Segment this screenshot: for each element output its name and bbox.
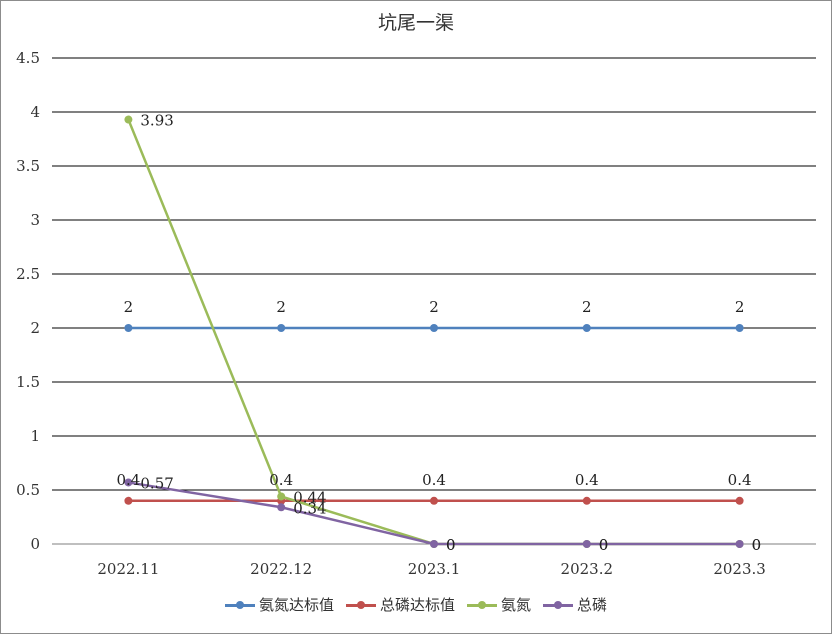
data-point xyxy=(582,324,591,332)
data-label: 0.44 xyxy=(293,488,326,506)
data-label: 2 xyxy=(124,298,134,316)
data-point xyxy=(124,478,133,487)
y-tick-label: 0 xyxy=(30,535,40,553)
legend-marker xyxy=(467,599,497,611)
legend-label: 氨氮 xyxy=(501,596,532,614)
data-label: 2 xyxy=(582,298,592,316)
data-point xyxy=(430,540,438,548)
x-tick-label: 2022.11 xyxy=(97,560,159,578)
legend-label: 总磷达标值 xyxy=(379,596,455,614)
x-tick-label: 2023.3 xyxy=(713,560,766,578)
y-tick-label: 4.5 xyxy=(16,49,40,67)
data-point xyxy=(124,115,133,124)
data-point xyxy=(582,496,591,505)
data-label: 0.4 xyxy=(575,471,599,489)
y-tick-label: 3.5 xyxy=(16,157,40,175)
y-tick-label: 4 xyxy=(30,103,40,121)
data-label: 0.34 xyxy=(293,499,326,517)
y-tick-label: 2.5 xyxy=(16,265,40,283)
data-point xyxy=(124,324,133,332)
data-point xyxy=(430,496,438,505)
data-label: 0.4 xyxy=(728,471,752,489)
data-point xyxy=(735,540,744,548)
legend-item: 总磷达标值 xyxy=(345,594,455,615)
data-point xyxy=(277,503,286,512)
data-point xyxy=(735,324,744,332)
data-label: 0 xyxy=(446,536,456,554)
legend-marker xyxy=(224,599,255,611)
data-point xyxy=(277,492,286,501)
data-label: 3.93 xyxy=(140,112,173,130)
series-line-4 xyxy=(128,481,740,546)
data-label: 2 xyxy=(429,298,439,316)
data-point xyxy=(124,496,133,505)
data-point xyxy=(277,324,286,332)
legend-marker xyxy=(345,599,376,611)
legend-label: 总磷 xyxy=(577,596,608,614)
data-label: 0 xyxy=(599,536,609,554)
data-label: 0.4 xyxy=(116,471,140,489)
chart-legend: 氨氮达标值 总磷达标值 氨氮 总磷 xyxy=(0,594,832,615)
x-tick-label: 2023.1 xyxy=(408,560,461,578)
y-tick-label: 0.5 xyxy=(16,481,40,499)
data-label: 0 xyxy=(446,536,456,554)
data-point xyxy=(430,324,438,332)
data-label: 0 xyxy=(752,536,762,554)
legend-marker xyxy=(543,599,574,611)
legend-item: 氨氮 xyxy=(467,594,531,615)
y-tick-label: 1.5 xyxy=(16,373,40,391)
data-label: 2 xyxy=(735,298,745,316)
legend-item: 总磷 xyxy=(543,594,607,615)
x-tick-label: 2023.2 xyxy=(561,560,614,578)
data-label: 0.4 xyxy=(269,471,293,489)
data-label: 0 xyxy=(752,536,762,554)
legend-label: 氨氮达标值 xyxy=(258,596,334,614)
x-tick-label: 2022.12 xyxy=(250,560,312,578)
chart-title: 坑尾一渠 xyxy=(377,12,454,34)
data-label: 0.4 xyxy=(422,471,446,489)
y-tick-label: 1 xyxy=(30,427,40,445)
data-label: 0.57 xyxy=(140,474,173,492)
data-label: 2 xyxy=(276,298,286,316)
y-tick-label: 3 xyxy=(30,211,40,229)
legend-item: 氨氮达标值 xyxy=(224,594,334,615)
data-label: 0 xyxy=(599,536,609,554)
y-tick-label: 2 xyxy=(30,319,40,337)
data-point xyxy=(735,496,744,505)
data-point xyxy=(582,540,591,548)
